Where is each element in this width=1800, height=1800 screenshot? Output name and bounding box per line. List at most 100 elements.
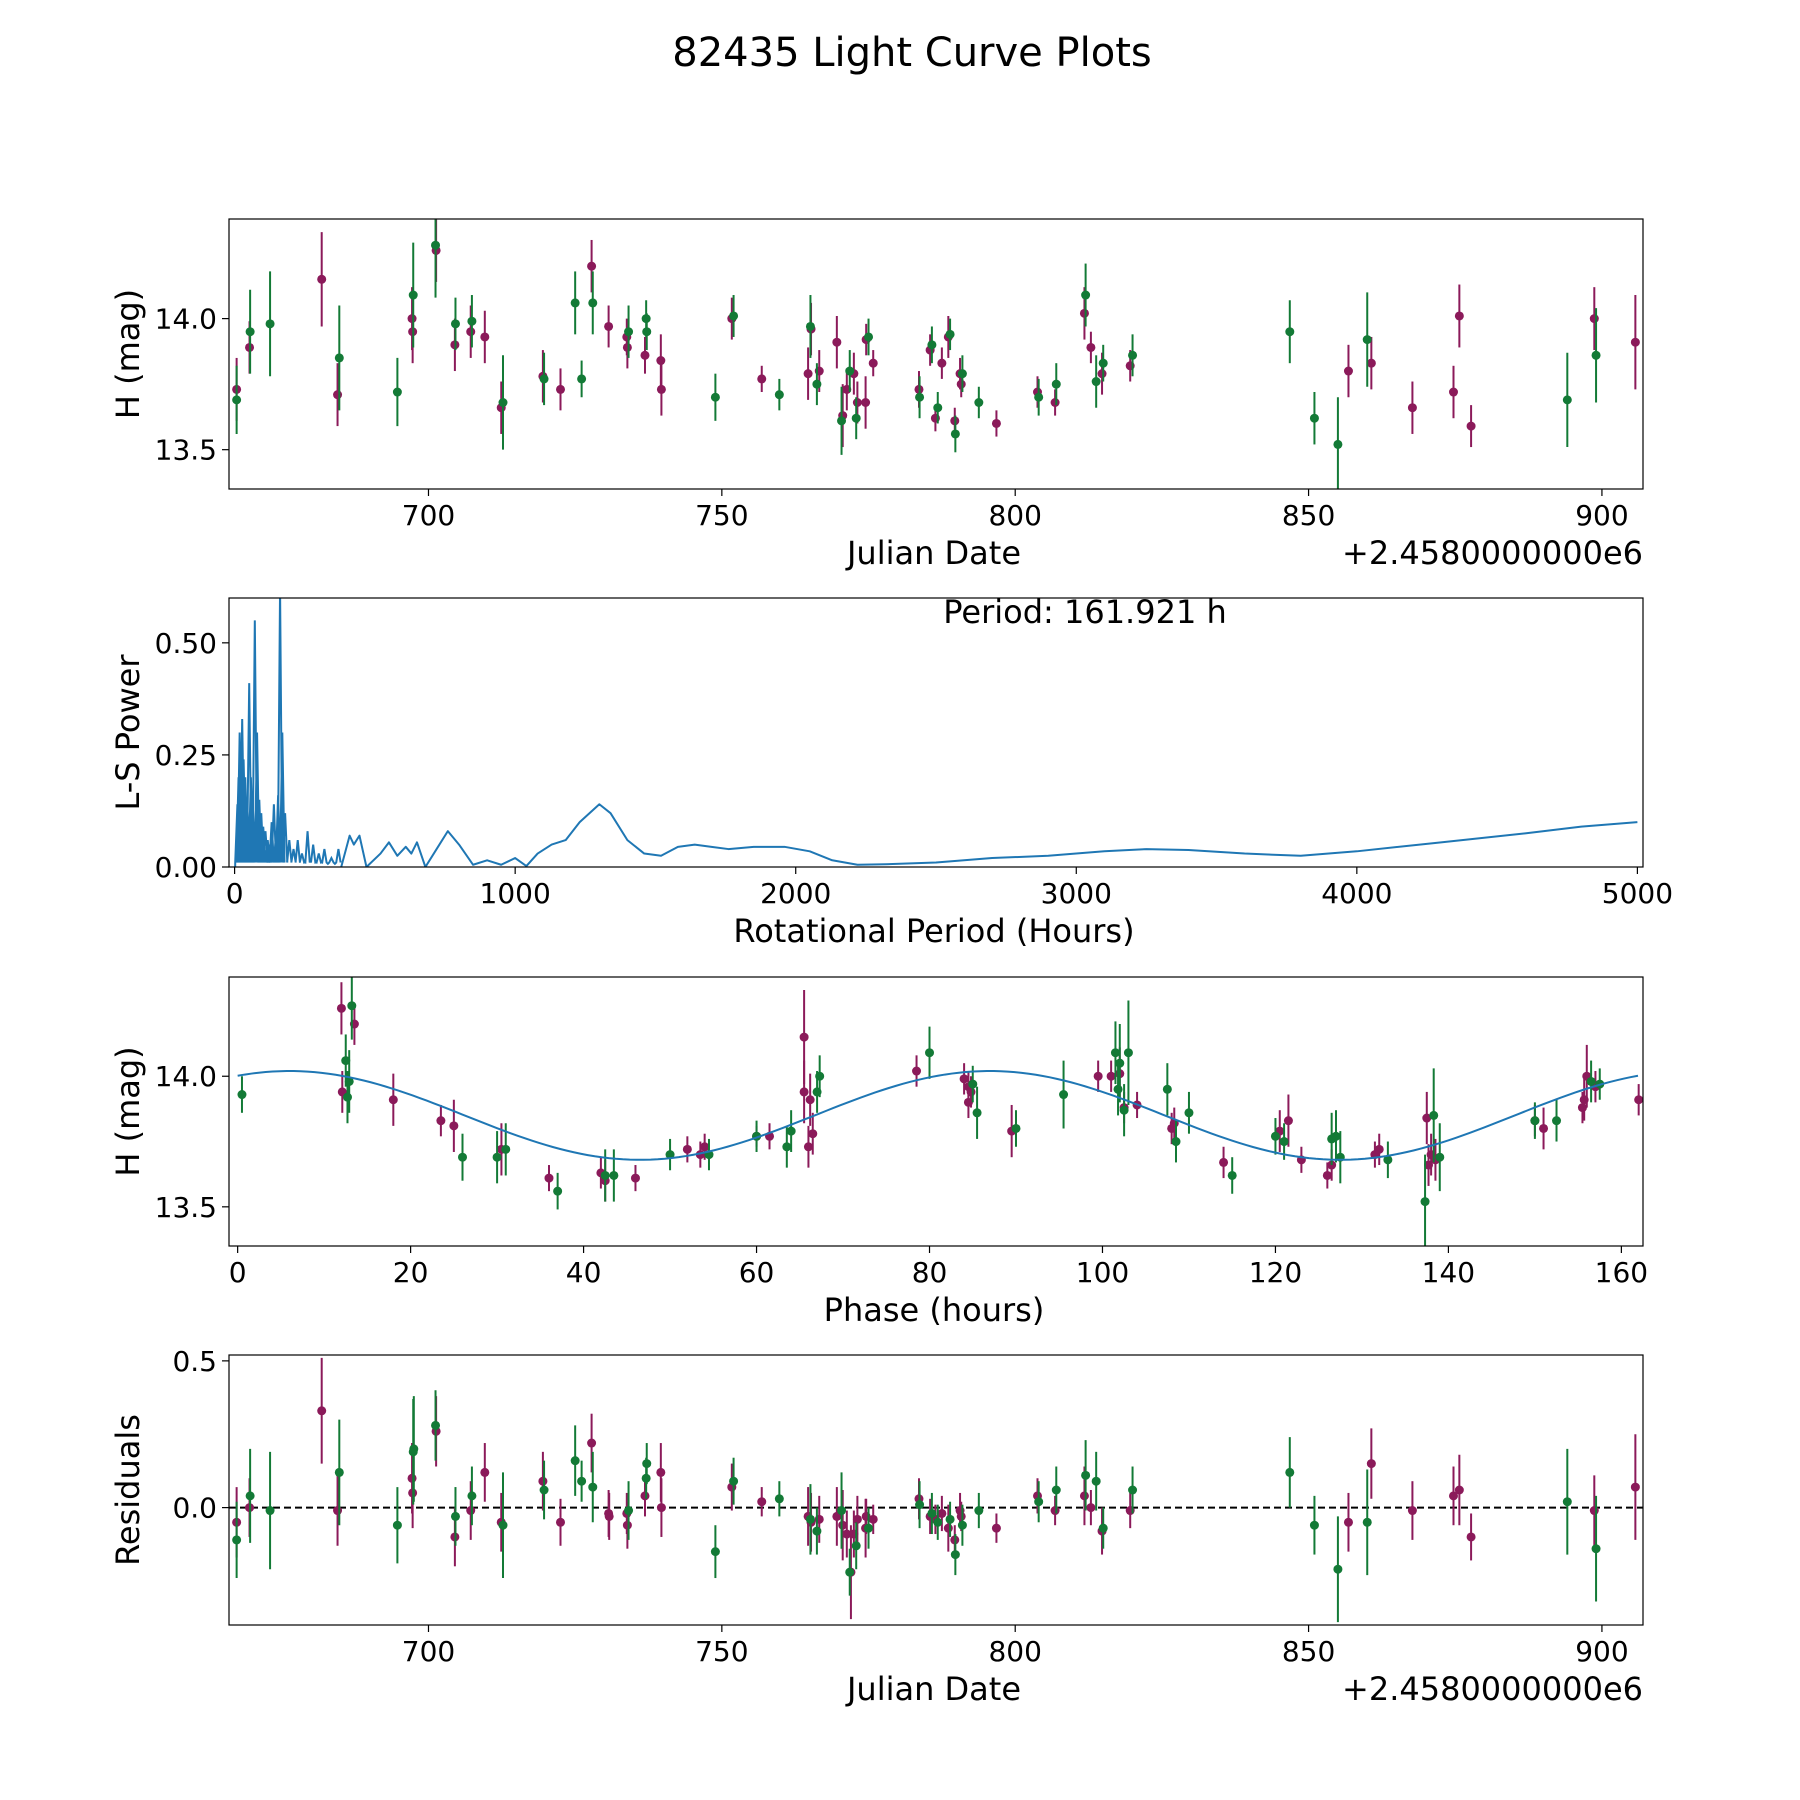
purple-data-point <box>1630 337 1640 347</box>
green-data-point <box>431 1420 441 1430</box>
purple-data-point <box>480 332 490 342</box>
green-data-point <box>1051 379 1061 389</box>
green-data-point <box>945 329 955 339</box>
purple-data-point <box>1466 421 1476 431</box>
data-layer <box>237 977 1643 1246</box>
green-data-point <box>1128 1485 1138 1495</box>
purple-data-point <box>832 337 842 347</box>
green-data-point <box>1586 1076 1596 1086</box>
purple-data-point <box>336 1003 346 1013</box>
purple-data-point <box>656 384 666 394</box>
x-offset-text: +2.4580000000e6 <box>1342 1670 1643 1708</box>
purple-data-point <box>317 1406 327 1416</box>
green-data-point <box>815 1071 825 1081</box>
green-data-point <box>1591 1544 1601 1554</box>
purple-data-point <box>1050 1506 1060 1516</box>
green-data-point <box>588 298 598 308</box>
purple-data-point <box>1366 1459 1376 1469</box>
green-data-point <box>1552 1116 1562 1126</box>
purple-data-point <box>604 1511 614 1521</box>
purple-data-point <box>622 1520 632 1530</box>
green-data-point <box>1091 1476 1101 1486</box>
green-data-point <box>1562 395 1572 405</box>
purple-data-point <box>799 1032 809 1042</box>
green-data-point <box>957 369 967 379</box>
purple-data-point <box>656 1467 666 1477</box>
green-data-point <box>609 1170 619 1180</box>
purple-data-point <box>966 1087 976 1097</box>
purple-data-point <box>1407 403 1417 413</box>
x-axis-label: Julian Date <box>845 1670 1021 1708</box>
green-data-point <box>1113 1084 1123 1094</box>
green-data-point <box>624 1506 634 1516</box>
x-offset-text: +2.4580000000e6 <box>1342 534 1643 572</box>
periodogram-line <box>340 803 1638 867</box>
green-data-point <box>431 240 441 250</box>
y-tick-label: 0.5 <box>172 1345 217 1378</box>
green-data-point <box>1435 1152 1445 1162</box>
purple-data-point <box>937 1508 947 1518</box>
purple-data-point <box>757 374 767 384</box>
x-tick-label: 700 <box>402 499 455 532</box>
green-data-point <box>915 392 925 402</box>
purple-data-point <box>852 397 862 407</box>
green-data-point <box>1591 350 1601 360</box>
green-data-point <box>786 1126 796 1136</box>
green-data-point <box>1383 1155 1393 1165</box>
green-data-point <box>642 327 652 337</box>
purple-data-point <box>1374 1144 1384 1154</box>
purple-data-point <box>1589 1506 1599 1516</box>
green-data-point <box>864 332 874 342</box>
purple-data-point <box>1634 1095 1643 1105</box>
green-data-point <box>553 1186 563 1196</box>
purple-data-point <box>1050 397 1060 407</box>
green-data-point <box>1270 1131 1280 1141</box>
y-axis-label: H (mag) <box>109 289 147 419</box>
green-data-point <box>812 379 822 389</box>
purple-data-point <box>803 369 813 379</box>
x-tick-label: 0 <box>229 1256 247 1289</box>
purple-data-point <box>1106 1071 1116 1081</box>
y-tick-label: 13.5 <box>155 434 217 467</box>
green-data-point <box>933 403 943 413</box>
x-axis-label: Julian Date <box>845 534 1021 572</box>
green-data-point <box>1162 1084 1172 1094</box>
y-tick-label: 0.50 <box>155 627 217 660</box>
x-tick-label: 900 <box>1575 1635 1628 1668</box>
green-data-point <box>1184 1108 1194 1118</box>
green-data-point <box>1362 335 1372 345</box>
purple-data-point <box>1466 1532 1476 1542</box>
green-data-point <box>1098 1523 1108 1533</box>
y-tick-label: 0.0 <box>172 1492 217 1525</box>
green-data-point <box>467 316 477 326</box>
green-data-point <box>342 1092 352 1102</box>
purple-data-point <box>805 1095 815 1105</box>
green-data-point <box>710 392 720 402</box>
purple-data-point <box>1086 342 1096 352</box>
x-tick-label: 3000 <box>1041 877 1112 910</box>
y-tick-label: 0.00 <box>155 851 217 884</box>
green-data-point <box>851 1541 861 1551</box>
green-data-point <box>450 319 460 329</box>
green-data-point <box>1011 1123 1021 1133</box>
purple-data-point <box>868 1514 878 1524</box>
green-data-point <box>845 366 855 376</box>
green-data-point <box>501 1144 511 1154</box>
green-data-point <box>1331 1131 1341 1141</box>
green-data-point <box>577 1476 587 1486</box>
purple-data-point <box>1086 1503 1096 1513</box>
purple-data-point <box>1093 1071 1103 1081</box>
purple-data-point <box>959 1074 969 1084</box>
residuals-panel: 700 750 800 850 900 0.0 0.5 Julian Date Residual… <box>109 1345 1644 1708</box>
green-data-point <box>1333 439 1343 449</box>
green-data-point <box>710 1547 720 1557</box>
figure-title: 82435 Light Curve Plots <box>672 30 1151 76</box>
x-tick-label: 40 <box>566 1256 602 1289</box>
green-data-point <box>957 1520 967 1530</box>
green-data-point <box>1081 1470 1091 1480</box>
green-data-point <box>805 321 815 331</box>
green-data-point <box>1034 1497 1044 1507</box>
purple-data-point <box>640 350 650 360</box>
purple-data-point <box>555 384 565 394</box>
